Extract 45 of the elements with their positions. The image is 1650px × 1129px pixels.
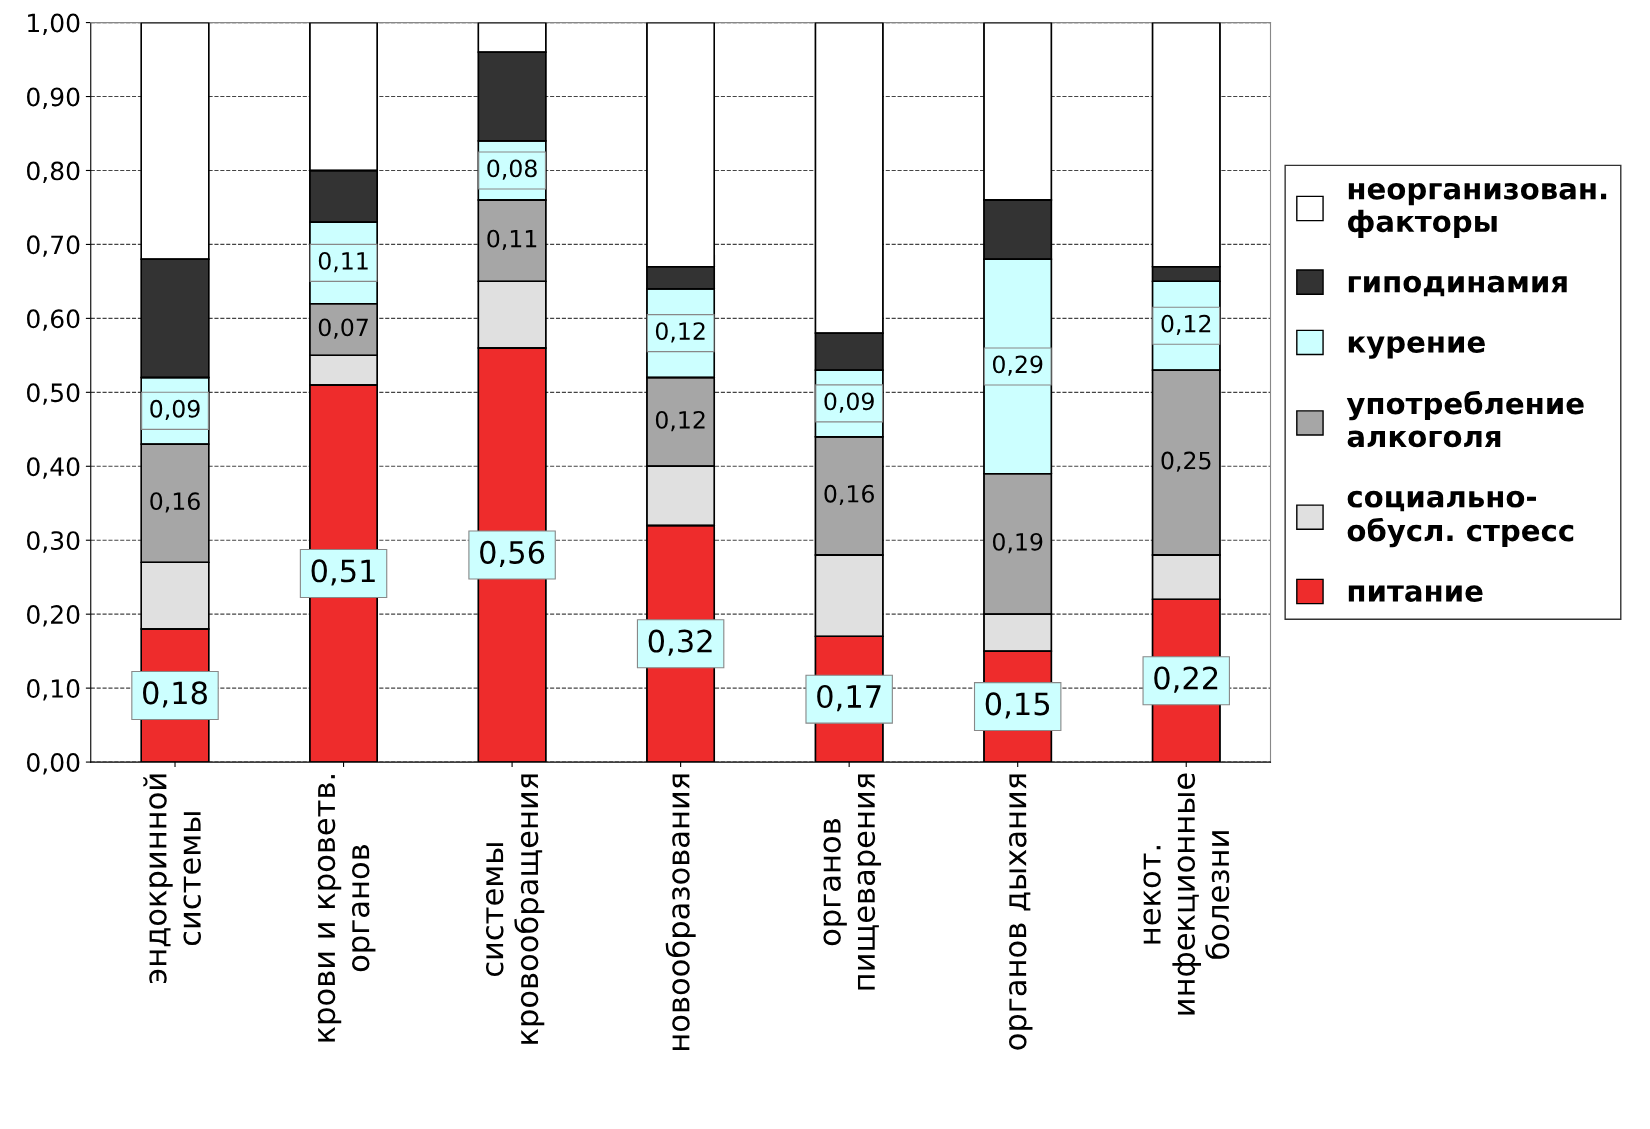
x-tick-label: эндокринной системы	[143, 774, 201, 983]
legend-label: социально- обусл. стресс	[1347, 490, 1574, 548]
data-label: 0,25	[1161, 451, 1211, 472]
y-tick-label: 0,20	[27, 605, 80, 627]
data-label: 0,18	[143, 681, 207, 708]
legend-label: курение	[1348, 336, 1485, 359]
data-label: 0,56	[480, 540, 545, 567]
x-tick-label: системы кровообращения	[485, 774, 545, 1044]
y-tick-label: 0,00	[27, 753, 80, 775]
legend-label: неорганизован. факторы	[1348, 182, 1607, 238]
y-tick-label: 0,60	[27, 309, 80, 331]
data-label: 0,19	[992, 532, 1043, 554]
data-label: 0,51	[311, 559, 375, 586]
y-tick-label: 0,10	[27, 679, 80, 701]
y-tick-label: 0,40	[27, 457, 80, 479]
y-tick-label: 0,30	[27, 531, 80, 553]
data-label: 0,32	[648, 629, 712, 656]
legend-label: гиподинамия	[1348, 275, 1567, 297]
data-label: 0,12	[1161, 314, 1211, 336]
data-label: 0,15	[985, 692, 1050, 719]
data-label: 0,16	[150, 492, 200, 513]
y-tick-label: 0,70	[27, 235, 80, 257]
legend-label: употребление алкоголя	[1346, 390, 1584, 448]
data-label: 0,12	[655, 322, 705, 343]
data-label: 0,29	[992, 355, 1043, 376]
data-label: 0,11	[487, 229, 537, 250]
y-tick-label: 0,80	[27, 161, 80, 183]
x-tick-label: органов дыхания	[1009, 774, 1033, 1050]
y-tick-label: 0,50	[27, 383, 80, 405]
data-label: 0,12	[655, 410, 705, 432]
data-label: 0,09	[824, 392, 874, 413]
x-tick-label: крови и кроветв. органов	[317, 775, 376, 1042]
data-label: 0,07	[318, 318, 368, 339]
x-tick-label: органов пищеварения	[823, 774, 882, 990]
y-tick-label: 1,00	[28, 13, 80, 35]
data-label: 0,08	[487, 159, 537, 180]
x-tick-label: некот. инфекционные болезни	[1143, 773, 1230, 1015]
data-label: 0,17	[817, 684, 881, 712]
data-label: 0,16	[824, 484, 874, 506]
x-tick-label: новообразования	[665, 774, 696, 1050]
data-label: 0,11	[318, 251, 368, 273]
data-label: 0,22	[1154, 666, 1218, 693]
legend-label: питание	[1348, 585, 1483, 602]
y-tick-label: 0,90	[27, 87, 80, 109]
data-label: 0,09	[150, 399, 200, 421]
